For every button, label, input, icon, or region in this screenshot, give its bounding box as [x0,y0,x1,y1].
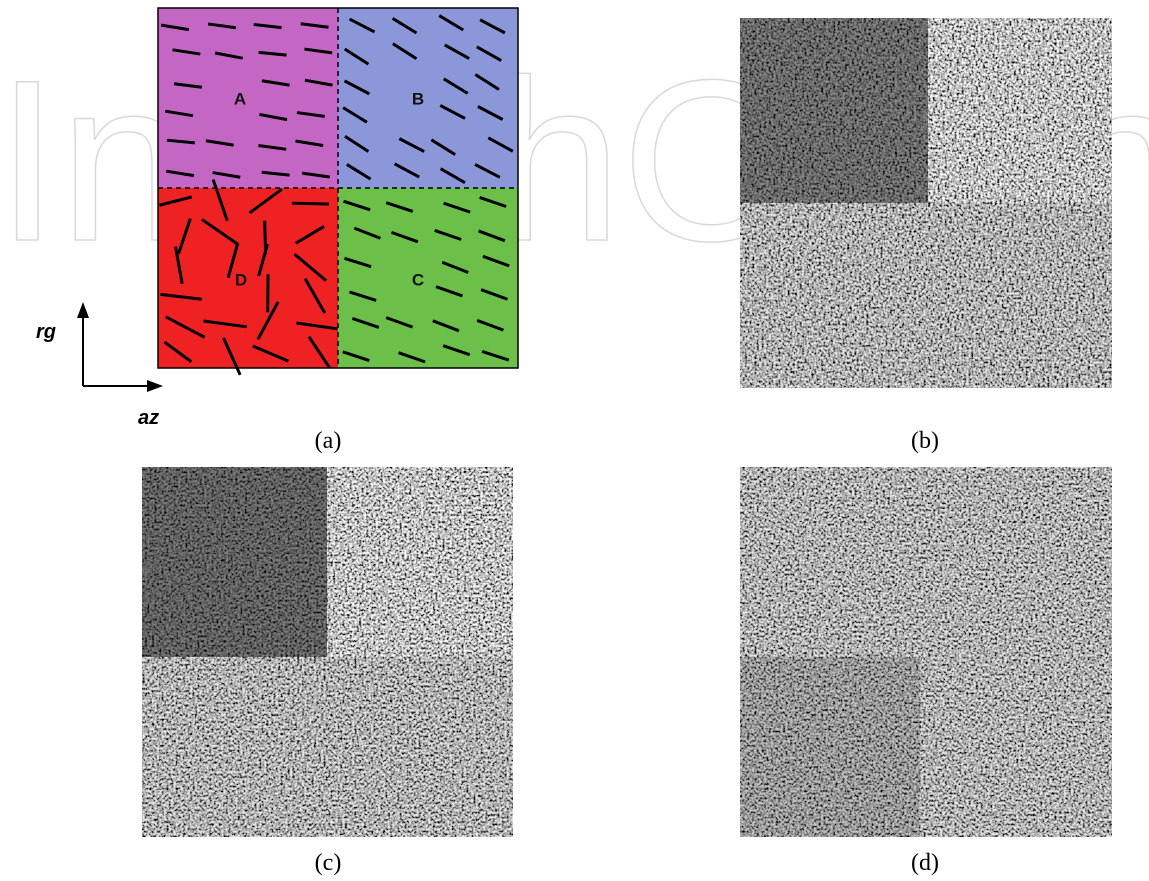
panel-label: (b) [911,428,939,454]
region-label: D [235,270,247,289]
region-c [338,188,518,368]
quadrant-shade [142,467,327,657]
arrow-head [147,380,163,392]
panel-label: (c) [315,850,342,876]
quadrant-shade [740,203,1112,388]
region-label: A [234,89,246,108]
scatterer [292,203,329,204]
quadrant-shade [740,18,928,203]
diagram: A B C D [158,8,518,375]
image-b [740,18,1112,388]
axis-label: rg [36,321,56,343]
image-d [740,467,1112,837]
figure: IntechOpen A B C D rg az (a) [0,0,1149,881]
image-c [142,467,513,837]
quadrant-shade [142,657,513,837]
quadrant-shade [740,657,920,837]
region-label: C [412,270,424,289]
arrow-head [77,302,89,318]
region-a [158,8,338,188]
region-b [338,8,518,188]
panel-label: (a) [315,428,342,454]
panel-label: (d) [911,850,939,876]
axes-arrows: rg az [36,302,163,429]
axis-label: az [138,407,159,429]
region-label: B [412,89,424,108]
